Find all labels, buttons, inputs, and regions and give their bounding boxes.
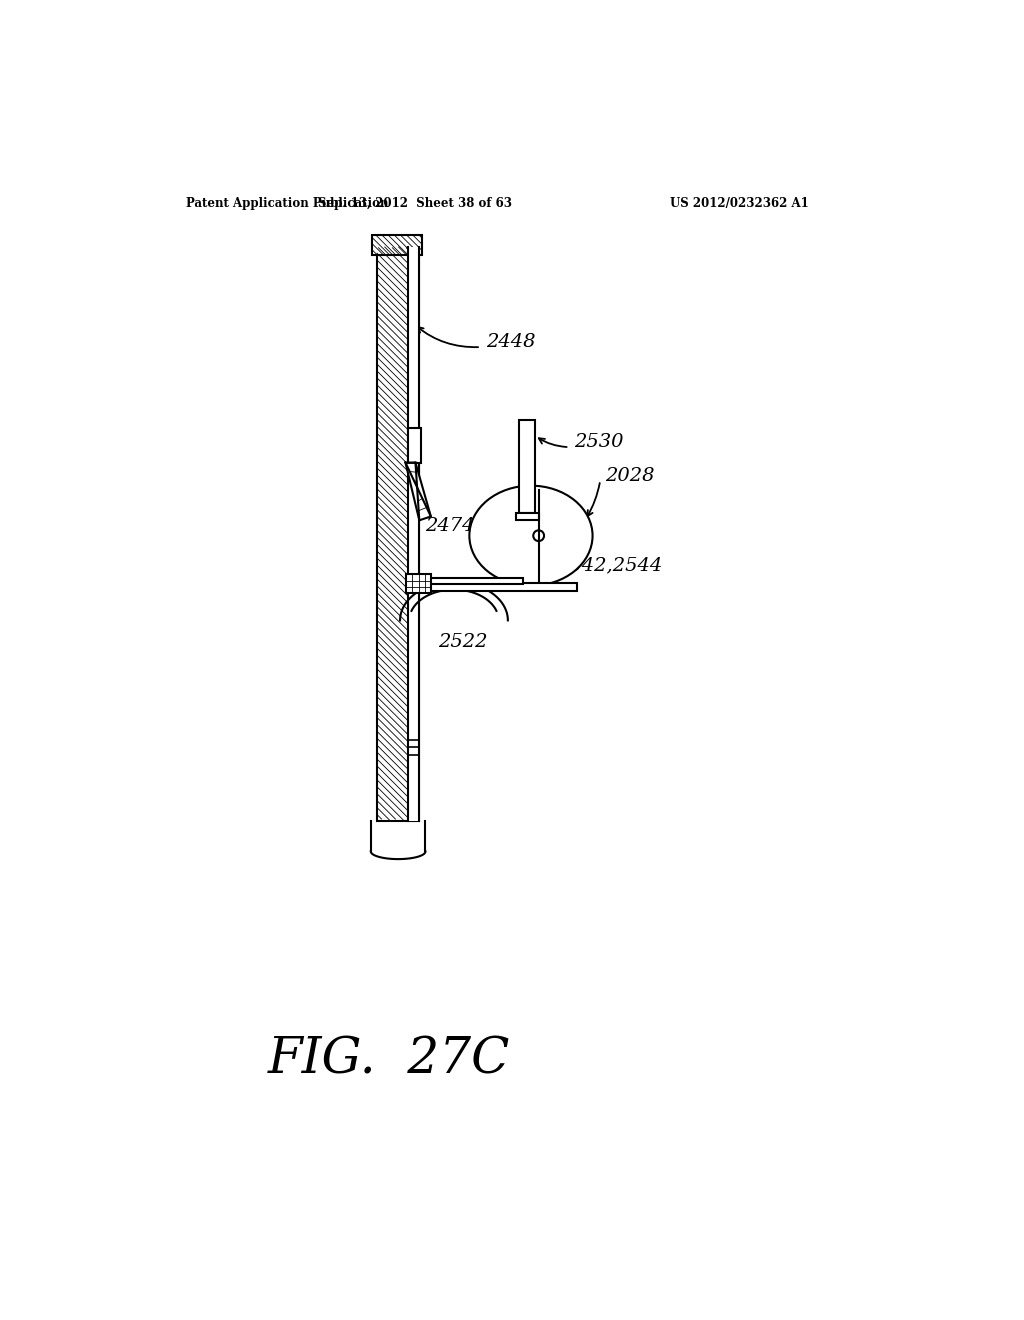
Text: 2542,2544: 2542,2544 (557, 556, 663, 574)
Text: 2448: 2448 (486, 333, 536, 351)
Circle shape (534, 531, 544, 541)
Text: 2522: 2522 (438, 634, 488, 651)
Text: 2474: 2474 (425, 517, 474, 536)
Bar (372, 235, 422, 255)
Bar (416, 583, 578, 591)
Bar (519, 420, 535, 512)
Ellipse shape (469, 486, 593, 586)
Text: 2028: 2028 (605, 467, 654, 484)
Text: 2530: 2530 (574, 433, 624, 450)
Polygon shape (406, 462, 431, 520)
Bar (407, 574, 431, 594)
Bar (377, 247, 419, 821)
Text: Patent Application Publication: Patent Application Publication (186, 197, 388, 210)
Bar (408, 247, 419, 821)
Bar (408, 428, 421, 462)
Bar (416, 578, 523, 585)
Bar (515, 512, 539, 520)
Text: US 2012/0232362 A1: US 2012/0232362 A1 (670, 197, 808, 210)
Text: Sep. 13, 2012  Sheet 38 of 63: Sep. 13, 2012 Sheet 38 of 63 (318, 197, 512, 210)
Text: FIG.  27C: FIG. 27C (267, 1035, 510, 1084)
